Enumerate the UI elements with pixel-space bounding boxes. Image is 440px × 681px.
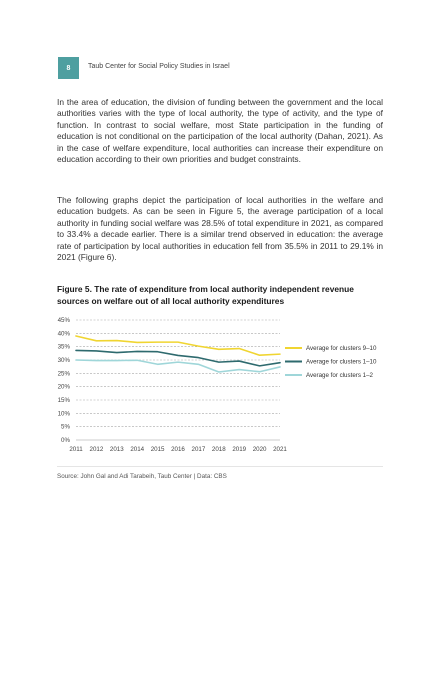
series-line: [75, 349, 281, 367]
y-tick-label: 10%: [58, 410, 71, 417]
legend-label: Average for clusters 9–10: [306, 345, 377, 352]
source-note: Source: John Gal and Adi Tarabeih, Taub …: [57, 473, 227, 480]
y-tick-label: 5%: [61, 424, 70, 431]
legend-label: Average for clusters 1–10: [306, 359, 377, 366]
x-tick-label: 2013: [110, 446, 124, 453]
divider: [57, 466, 383, 467]
body-paragraph: The following graphs depict the particip…: [57, 195, 383, 263]
running-header: Taub Center for Social Policy Studies in…: [88, 63, 230, 70]
x-tick-label: 2018: [212, 446, 226, 453]
x-tick-label: 2017: [192, 446, 206, 453]
x-tick-label: 2011: [69, 446, 83, 453]
x-tick-label: 2021: [273, 446, 287, 453]
series-line: [75, 335, 281, 357]
x-tick-label: 2019: [232, 446, 246, 453]
y-tick-label: 25%: [58, 370, 71, 377]
y-tick-label: 40%: [58, 330, 71, 337]
y-tick-label: 15%: [58, 397, 71, 404]
x-tick-label: 2015: [151, 446, 165, 453]
y-tick-label: 35%: [58, 344, 71, 351]
y-tick-label: 30%: [58, 357, 71, 364]
x-tick-label: 2016: [171, 446, 185, 453]
x-tick-label: 2012: [90, 446, 104, 453]
y-tick-label: 45%: [58, 317, 71, 324]
page-number-badge: 8: [58, 57, 79, 79]
y-tick-label: 0%: [61, 437, 70, 444]
figure-title: Figure 5. The rate of expenditure from l…: [57, 284, 354, 306]
page-number: 8: [66, 64, 71, 72]
x-tick-label: 2020: [253, 446, 267, 453]
body-paragraph: In the area of education, the division o…: [57, 97, 383, 165]
series-line: [75, 359, 281, 373]
legend-label: Average for clusters 1–2: [306, 372, 374, 379]
x-tick-label: 2014: [130, 446, 144, 453]
y-tick-label: 20%: [58, 384, 71, 391]
